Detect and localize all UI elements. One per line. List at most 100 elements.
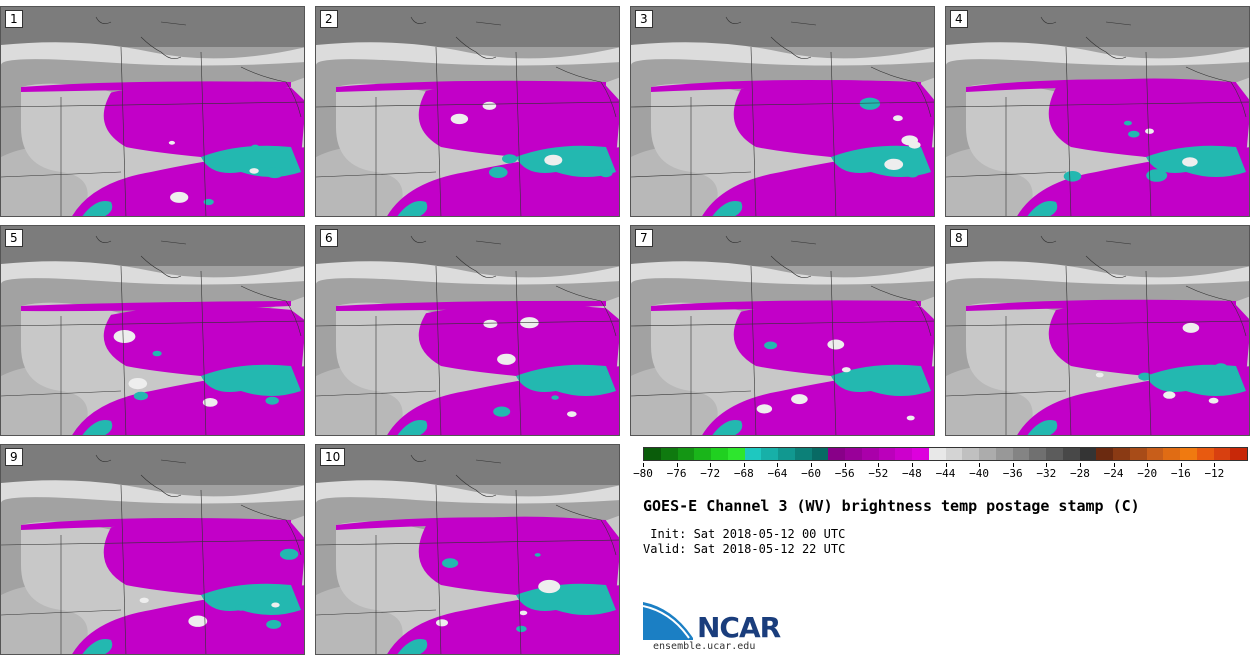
figure-title: GOES-E Channel 3 (WV) brightness temp po… bbox=[643, 497, 1140, 515]
stamp-map bbox=[631, 7, 934, 216]
colorbar-swatch bbox=[794, 448, 812, 460]
colorbar-swatch bbox=[694, 448, 711, 460]
stamp-label: 6 bbox=[320, 229, 338, 247]
ncar-logo-icon bbox=[643, 602, 693, 640]
stamp-label: 7 bbox=[635, 229, 653, 247]
stamp-label: 4 bbox=[950, 10, 968, 28]
stamp-panel-6: 6 bbox=[315, 225, 620, 436]
colorbar-tick-label: −52 bbox=[868, 467, 889, 480]
colorbar-tick-label: −72 bbox=[700, 467, 721, 480]
stamp-label: 1 bbox=[5, 10, 23, 28]
colorbar-swatch bbox=[979, 448, 996, 460]
logo-url: ensemble.ucar.edu bbox=[653, 641, 756, 652]
colorbar-swatch bbox=[727, 448, 745, 460]
ncar-logo-text: NCAR bbox=[697, 611, 781, 644]
colorbar-swatch bbox=[1096, 448, 1113, 460]
colorbar-swatch bbox=[744, 448, 762, 460]
colorbar-swatch bbox=[1113, 448, 1130, 460]
stamp-panel-2: 2 bbox=[315, 6, 620, 217]
stamp-panel-9: 9 bbox=[0, 444, 305, 655]
stamp-panel-7: 7 bbox=[630, 225, 935, 436]
valid-time: Valid: Sat 2018-05-12 22 UTC bbox=[643, 542, 846, 556]
stamp-panel-3: 3 bbox=[630, 6, 935, 217]
colorbar-tick-label: −56 bbox=[834, 467, 855, 480]
colorbar-tick-label: −68 bbox=[733, 467, 754, 480]
colorbar-swatch bbox=[1163, 448, 1180, 460]
colorbar-swatch bbox=[1046, 448, 1063, 460]
stamp-label: 9 bbox=[5, 448, 23, 466]
colorbar-tick bbox=[844, 463, 846, 467]
colorbar-tick bbox=[811, 463, 813, 467]
colorbar-tick bbox=[878, 463, 880, 467]
stamp-panel-10: 10 bbox=[315, 444, 620, 655]
colorbar-tick bbox=[1079, 463, 1081, 467]
stamp-map bbox=[1, 226, 304, 435]
colorbar-swatch bbox=[778, 448, 795, 460]
colorbar-tick bbox=[676, 463, 678, 467]
stamp-map bbox=[1, 445, 304, 654]
colorbar-tick bbox=[643, 463, 644, 467]
colorbar-tick bbox=[1147, 463, 1149, 467]
stamp-panel-1: 1 bbox=[0, 6, 305, 217]
colorbar-swatch bbox=[1230, 448, 1247, 460]
colorbar-swatch bbox=[1180, 448, 1197, 460]
colorbar-swatch bbox=[845, 448, 862, 460]
colorbar-tick-label: −76 bbox=[666, 467, 687, 480]
colorbar-tick-label: −36 bbox=[1002, 467, 1023, 480]
stamp-map bbox=[316, 226, 619, 435]
colorbar-swatch bbox=[861, 448, 879, 460]
stamp-map bbox=[1, 7, 304, 216]
stamp-panel-4: 4 bbox=[945, 6, 1250, 217]
colorbar-tick-label: −32 bbox=[1036, 467, 1057, 480]
init-time: Init: Sat 2018-05-12 00 UTC bbox=[643, 527, 846, 541]
colorbar-tick bbox=[979, 463, 981, 467]
colorbar-tick-label: −40 bbox=[969, 467, 990, 480]
colorbar-tick-label: −44 bbox=[935, 467, 956, 480]
colorbar-swatch bbox=[1012, 448, 1030, 460]
colorbar-swatch bbox=[1079, 448, 1097, 460]
stamp-map bbox=[316, 7, 619, 216]
colorbar-tick-label: −16 bbox=[1170, 467, 1191, 480]
colorbar-swatch bbox=[895, 448, 912, 460]
colorbar-tick-label: −60 bbox=[801, 467, 821, 480]
colorbar-tick-label: −48 bbox=[901, 467, 922, 480]
colorbar-swatch bbox=[677, 448, 695, 460]
colorbar-swatch bbox=[1029, 448, 1046, 460]
colorbar-tick bbox=[1012, 463, 1014, 467]
colorbar-swatch bbox=[761, 448, 778, 460]
colorbar-tick-label: −12 bbox=[1204, 467, 1225, 480]
colorbar-tick-label: −28 bbox=[1070, 467, 1090, 480]
colorbar-tick bbox=[911, 463, 913, 467]
stamp-label: 3 bbox=[635, 10, 653, 28]
colorbar-swatch bbox=[1129, 448, 1147, 460]
colorbar-tick bbox=[1214, 463, 1216, 467]
colorbar-tick-label: −20 bbox=[1137, 467, 1158, 480]
colorbar-swatch bbox=[1213, 448, 1231, 460]
colorbar-ticks: −80 −76 −72 −68 −64 −60 −56 −52 −48 −44 −40 −36 −32−… bbox=[633, 463, 1248, 493]
colorbar-tick bbox=[777, 463, 779, 467]
colorbar-swatch bbox=[995, 448, 1013, 460]
colorbar bbox=[643, 447, 1248, 461]
colorbar-swatch bbox=[828, 448, 845, 460]
colorbar-swatch bbox=[1146, 448, 1164, 460]
colorbar-swatch bbox=[644, 448, 661, 460]
colorbar-tick bbox=[1113, 463, 1115, 467]
colorbar-tick bbox=[945, 463, 947, 467]
colorbar-swatch bbox=[660, 448, 678, 460]
colorbar-swatch bbox=[811, 448, 829, 460]
stamp-panel-5: 5 bbox=[0, 225, 305, 436]
stamp-map bbox=[946, 7, 1249, 216]
colorbar-tick bbox=[1180, 463, 1182, 467]
stamp-label: 8 bbox=[950, 229, 968, 247]
stamp-label: 2 bbox=[320, 10, 338, 28]
stamp-label: 10 bbox=[320, 448, 346, 466]
stamp-map bbox=[316, 445, 619, 654]
colorbar-swatch bbox=[962, 448, 979, 460]
colorbar-tick-label: −64 bbox=[767, 467, 788, 480]
stamp-label: 5 bbox=[5, 229, 23, 247]
colorbar-tick-label: −24 bbox=[1103, 467, 1124, 480]
colorbar-tick bbox=[710, 463, 712, 467]
stamp-map bbox=[631, 226, 934, 435]
colorbar-swatch bbox=[1062, 448, 1080, 460]
colorbar-tick-label: −80 bbox=[633, 467, 653, 480]
